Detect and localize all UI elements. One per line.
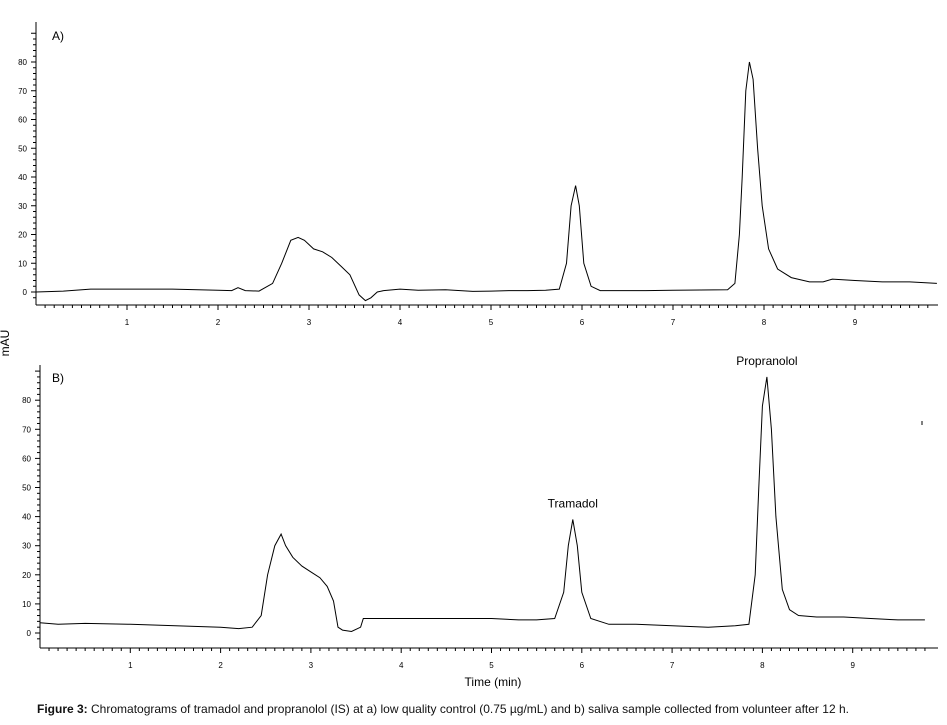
peak-label-propranolol: Propranolol [736,354,797,368]
panel-a-ytick-label: 60 [18,116,27,125]
chromatogram-figure: A) 0 10 20 30 40 50 60 70 80 1 2 3 4 5 6 7 8 9 B) 0 10 20 3… [0,22,938,689]
panel-a-xtick-label: 2 [216,318,221,327]
panel-a-ytick-label: 20 [18,231,27,240]
panel-b-label: B) [52,371,64,385]
caption-text: Chromatograms of tramadol and propranolo… [91,702,849,716]
panel-b-xtick-label: 3 [309,661,314,670]
panel-a-ytick-label: 50 [18,144,27,153]
panel-b-ytick-label: 60 [22,454,31,463]
panel-a-xtick-label: 3 [307,318,312,327]
panel-b-xtick-label: 6 [580,661,585,670]
panel-b-xtick-label: 4 [399,661,404,670]
panel-b-xtick-label: 8 [760,661,765,670]
panel-b-ytick-label: 20 [22,571,31,580]
panel-b-xtick-label: 2 [218,661,223,670]
panel-b-ytick-label: 30 [22,542,31,551]
panel-b-ytick-label: 80 [22,396,31,405]
panel-b-xtick-label: 7 [670,661,675,670]
panel-a-xtick-label: 7 [671,318,676,327]
panel-b-ytick-label: 70 [22,425,31,434]
panel-b-ytick-label: 40 [22,513,31,522]
panel-a-xtick-label: 5 [489,318,494,327]
panel-b-y-ticks: 0 10 20 30 40 50 60 70 80 [22,370,40,640]
panel-b-ytick-label: 0 [27,629,32,638]
panel-b-x-ticks: 1 2 3 4 5 6 7 8 9 [48,648,926,670]
panel-a-xtick-label: 6 [580,318,585,327]
panel-a-label: A) [52,29,64,43]
panel-a-y-ticks: 0 10 20 30 40 50 60 70 80 [18,32,36,299]
panel-b-trace [39,376,925,633]
panel-a-trace [35,61,937,302]
panel-a: A) 0 10 20 30 40 50 60 70 80 1 2 3 4 5 6 7 8 9 [18,22,938,327]
figure-caption: Figure 3: Chromatograms of tramadol and … [37,702,937,716]
panel-a-ytick-label: 70 [18,87,27,96]
panel-a-xtick-label: 1 [125,318,130,327]
x-axis-title: Time (min) [465,675,522,689]
caption-label: Figure 3: [37,702,88,716]
panel-b-xtick-label: 9 [850,661,855,670]
peak-label-tramadol: Tramadol [548,497,598,511]
panel-a-ytick-label: 10 [18,259,27,268]
panel-a-x-ticks: 1 2 3 4 5 6 7 8 9 [44,305,929,327]
y-axis-title: mAU [0,330,12,357]
panel-a-xtick-label: 4 [398,318,403,327]
panel-a-ytick-label: 40 [18,173,27,182]
panel-b-ytick-label: 10 [22,600,31,609]
panel-a-xtick-label: 9 [853,318,858,327]
panel-a-ytick-label: 80 [18,58,27,67]
panel-b-ytick-label: 50 [22,484,31,493]
panel-b-xtick-label: 1 [128,661,133,670]
panel-a-xtick-label: 8 [762,318,767,327]
panel-a-ytick-label: 0 [23,288,28,297]
panel-a-ytick-label: 30 [18,202,27,211]
panel-b-xtick-label: 5 [489,661,494,670]
